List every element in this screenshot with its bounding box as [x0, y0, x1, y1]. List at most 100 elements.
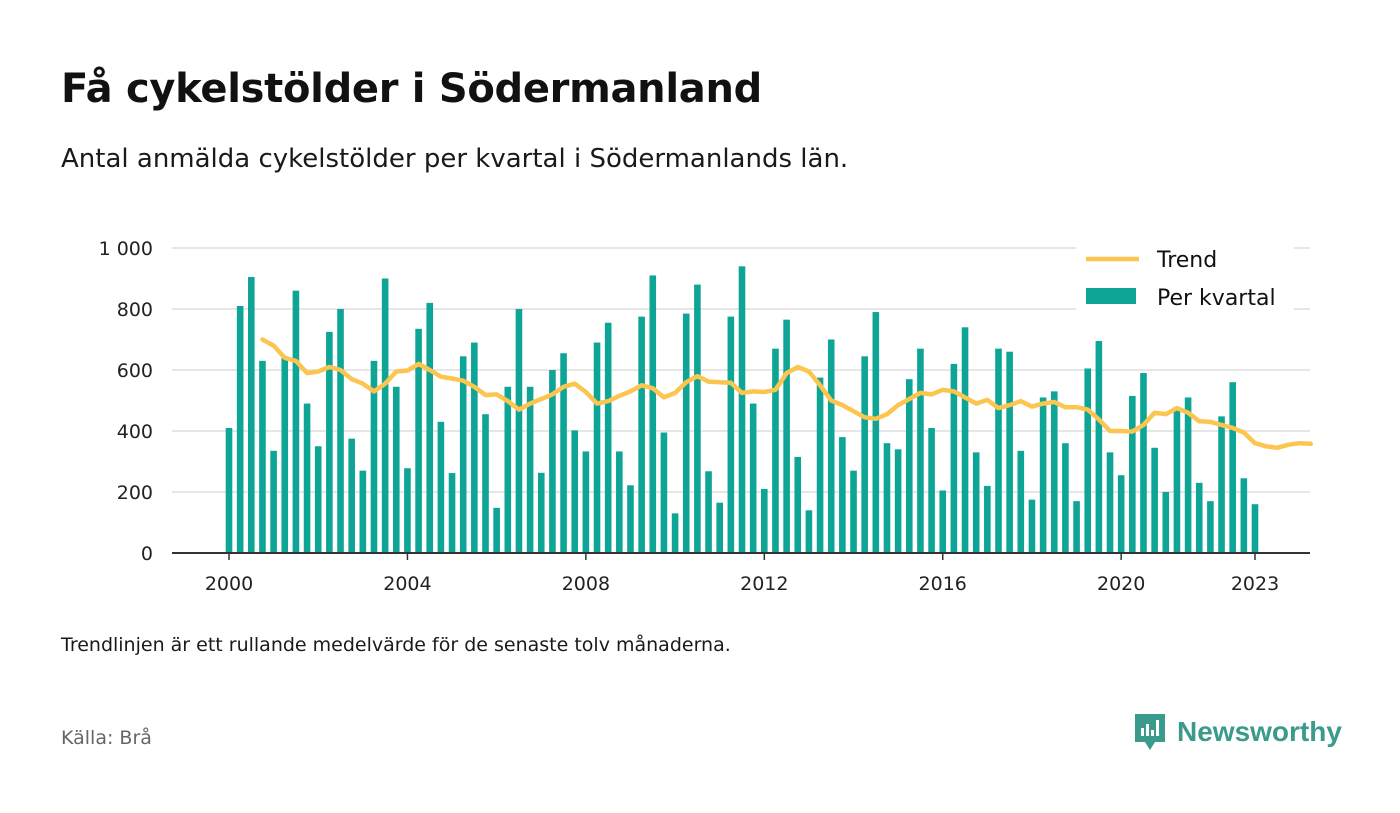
bar [281, 357, 289, 553]
bar [326, 331, 333, 553]
bar [805, 510, 813, 553]
x-tick-label: 2016 [919, 573, 967, 595]
bar [515, 309, 523, 553]
bar [593, 342, 601, 553]
bar [582, 451, 590, 553]
x-tick-label: 2008 [562, 573, 610, 595]
bar [482, 414, 489, 553]
bar [225, 427, 233, 553]
bar [827, 339, 835, 553]
bar [404, 468, 411, 553]
bar [905, 379, 913, 553]
bar [972, 452, 980, 553]
bar [604, 322, 612, 553]
bar [1095, 341, 1103, 553]
bar [259, 360, 266, 553]
bar [1218, 416, 1225, 553]
bar [537, 472, 545, 553]
bar [716, 502, 723, 553]
bar [471, 342, 478, 553]
y-tick-label: 800 [117, 299, 153, 321]
bar [1151, 447, 1158, 553]
legend-bar-swatch [1086, 288, 1136, 304]
bar [314, 446, 322, 553]
brand-name: Newsworthy [1177, 716, 1342, 747]
x-tick-label: 2000 [205, 573, 253, 595]
bar [883, 443, 891, 553]
bar [1251, 504, 1259, 553]
footnote: Trendlinjen är ett rullande medelvärde f… [61, 634, 731, 656]
bar [928, 427, 935, 553]
bar [1207, 501, 1214, 553]
bar [917, 348, 924, 553]
bar [426, 302, 434, 553]
bar [995, 348, 1002, 553]
legend-bar-label: Per kvartal [1157, 286, 1276, 311]
bar [794, 456, 802, 553]
bar [705, 471, 712, 553]
bar [448, 473, 456, 553]
bar [348, 438, 355, 553]
x-tick-label: 2004 [383, 573, 431, 595]
bar [984, 485, 991, 553]
bar [1084, 368, 1092, 553]
bar [872, 312, 880, 553]
bar [549, 370, 556, 553]
bar [1195, 482, 1203, 553]
bar [950, 363, 958, 553]
bar [1028, 499, 1036, 553]
bar [493, 507, 500, 553]
chart-subtitle: Antal anmälda cykelstölder per kvartal i… [61, 144, 849, 174]
y-tick-label: 200 [117, 482, 153, 504]
bar [660, 432, 668, 553]
bar [1129, 395, 1136, 553]
chart-title: Få cykelstölder i Södermanland [61, 66, 762, 112]
bar [1162, 492, 1170, 553]
bar [1006, 351, 1013, 553]
bar [638, 316, 645, 553]
bar [749, 403, 757, 553]
bar [292, 290, 300, 553]
bar [761, 488, 768, 553]
bar [1184, 397, 1192, 553]
bar [359, 470, 367, 553]
bar [1240, 478, 1248, 553]
bar [1229, 382, 1236, 553]
legend-trend-label: Trend [1156, 248, 1217, 273]
bar [939, 490, 947, 553]
bar [1062, 443, 1069, 553]
bar [1050, 391, 1058, 553]
bar [772, 348, 779, 553]
y-tick-label: 400 [117, 421, 153, 443]
bar [839, 437, 846, 553]
bar [337, 309, 344, 553]
bar [1073, 501, 1080, 553]
bar [850, 470, 857, 553]
trend-line [260, 337, 1314, 451]
bar [727, 316, 735, 553]
bar [783, 319, 790, 553]
bar [1039, 397, 1047, 553]
y-tick-label: 600 [117, 360, 153, 382]
bar [861, 356, 868, 553]
bar [571, 430, 579, 553]
bar [649, 275, 657, 553]
bar [526, 386, 534, 553]
bar [961, 327, 969, 553]
bar [1017, 450, 1025, 553]
bar [437, 421, 445, 553]
bar [894, 449, 902, 553]
y-tick-label: 1 000 [99, 238, 153, 260]
bar [370, 360, 378, 553]
bar [248, 276, 255, 553]
source-note: Källa: Brå [61, 727, 152, 749]
bar [270, 450, 277, 553]
x-tick-label: 2012 [740, 573, 788, 595]
bar [627, 485, 634, 553]
bar [738, 266, 746, 553]
x-tick-label: 2020 [1097, 573, 1145, 595]
bar [504, 386, 512, 553]
bar [381, 278, 389, 553]
bar [1140, 373, 1147, 553]
